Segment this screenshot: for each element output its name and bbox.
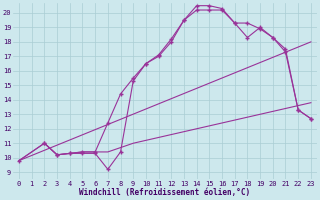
X-axis label: Windchill (Refroidissement éolien,°C): Windchill (Refroidissement éolien,°C) — [79, 188, 251, 197]
